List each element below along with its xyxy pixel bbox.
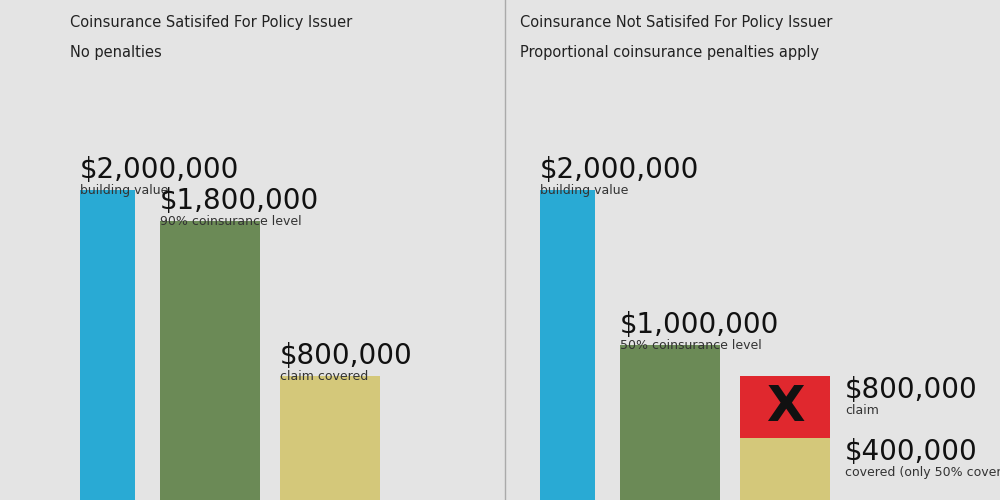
Text: $1,000,000: $1,000,000 [620,311,779,339]
Text: Proportional coinsurance penalties apply: Proportional coinsurance penalties apply [520,45,819,60]
Text: X: X [766,383,804,431]
Bar [740,438,830,500]
Text: building value: building value [540,184,628,197]
Text: claim: claim [845,404,879,417]
Text: $2,000,000: $2,000,000 [540,156,699,184]
Text: No penalties: No penalties [70,45,162,60]
Bar [620,345,720,500]
Text: Coinsurance Not Satisifed For Policy Issuer: Coinsurance Not Satisifed For Policy Iss… [520,15,832,30]
Text: building value: building value [80,184,168,197]
Text: covered (only 50% coverage): covered (only 50% coverage) [845,466,1000,479]
Bar [280,376,380,500]
Bar [80,190,135,500]
Text: $1,800,000: $1,800,000 [160,187,319,215]
Text: $800,000: $800,000 [280,342,413,370]
Bar [540,190,595,500]
Text: $800,000: $800,000 [845,376,978,404]
Bar [160,221,260,500]
Text: 90% coinsurance level: 90% coinsurance level [160,215,302,228]
Text: $2,000,000: $2,000,000 [80,156,239,184]
Bar [740,376,830,438]
Text: 50% coinsurance level: 50% coinsurance level [620,339,762,352]
Text: Coinsurance Satisifed For Policy Issuer: Coinsurance Satisifed For Policy Issuer [70,15,352,30]
Text: $400,000: $400,000 [845,438,978,466]
Text: claim covered: claim covered [280,370,368,383]
